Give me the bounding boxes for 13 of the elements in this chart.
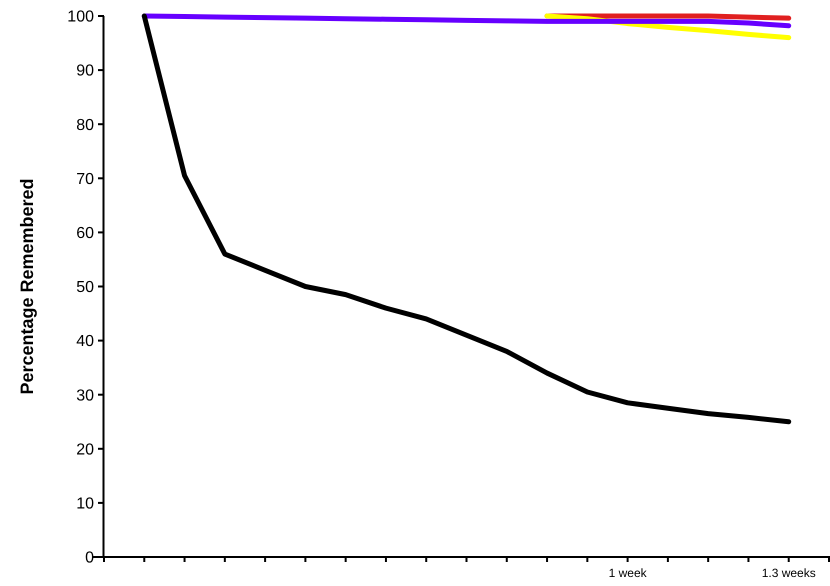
y-axis-title: Percentage Remembered bbox=[17, 178, 37, 395]
x-tick-label: 1.3 weeks bbox=[762, 566, 816, 580]
y-tick-label: 90 bbox=[76, 62, 94, 80]
y-tick-label: 10 bbox=[76, 496, 94, 512]
y-tick-label: 60 bbox=[76, 225, 94, 242]
y-tick-label: 50 bbox=[76, 279, 94, 296]
y-tick-label: 40 bbox=[76, 333, 94, 350]
y-tick-label: 70 bbox=[76, 170, 94, 188]
y-tick-label: 20 bbox=[76, 441, 94, 458]
y-tick-label: 80 bbox=[76, 116, 94, 134]
y-tick-label: 30 bbox=[76, 387, 94, 404]
x-tick-label: 1 week bbox=[608, 566, 648, 580]
y-tick-label: 100 bbox=[67, 8, 94, 26]
